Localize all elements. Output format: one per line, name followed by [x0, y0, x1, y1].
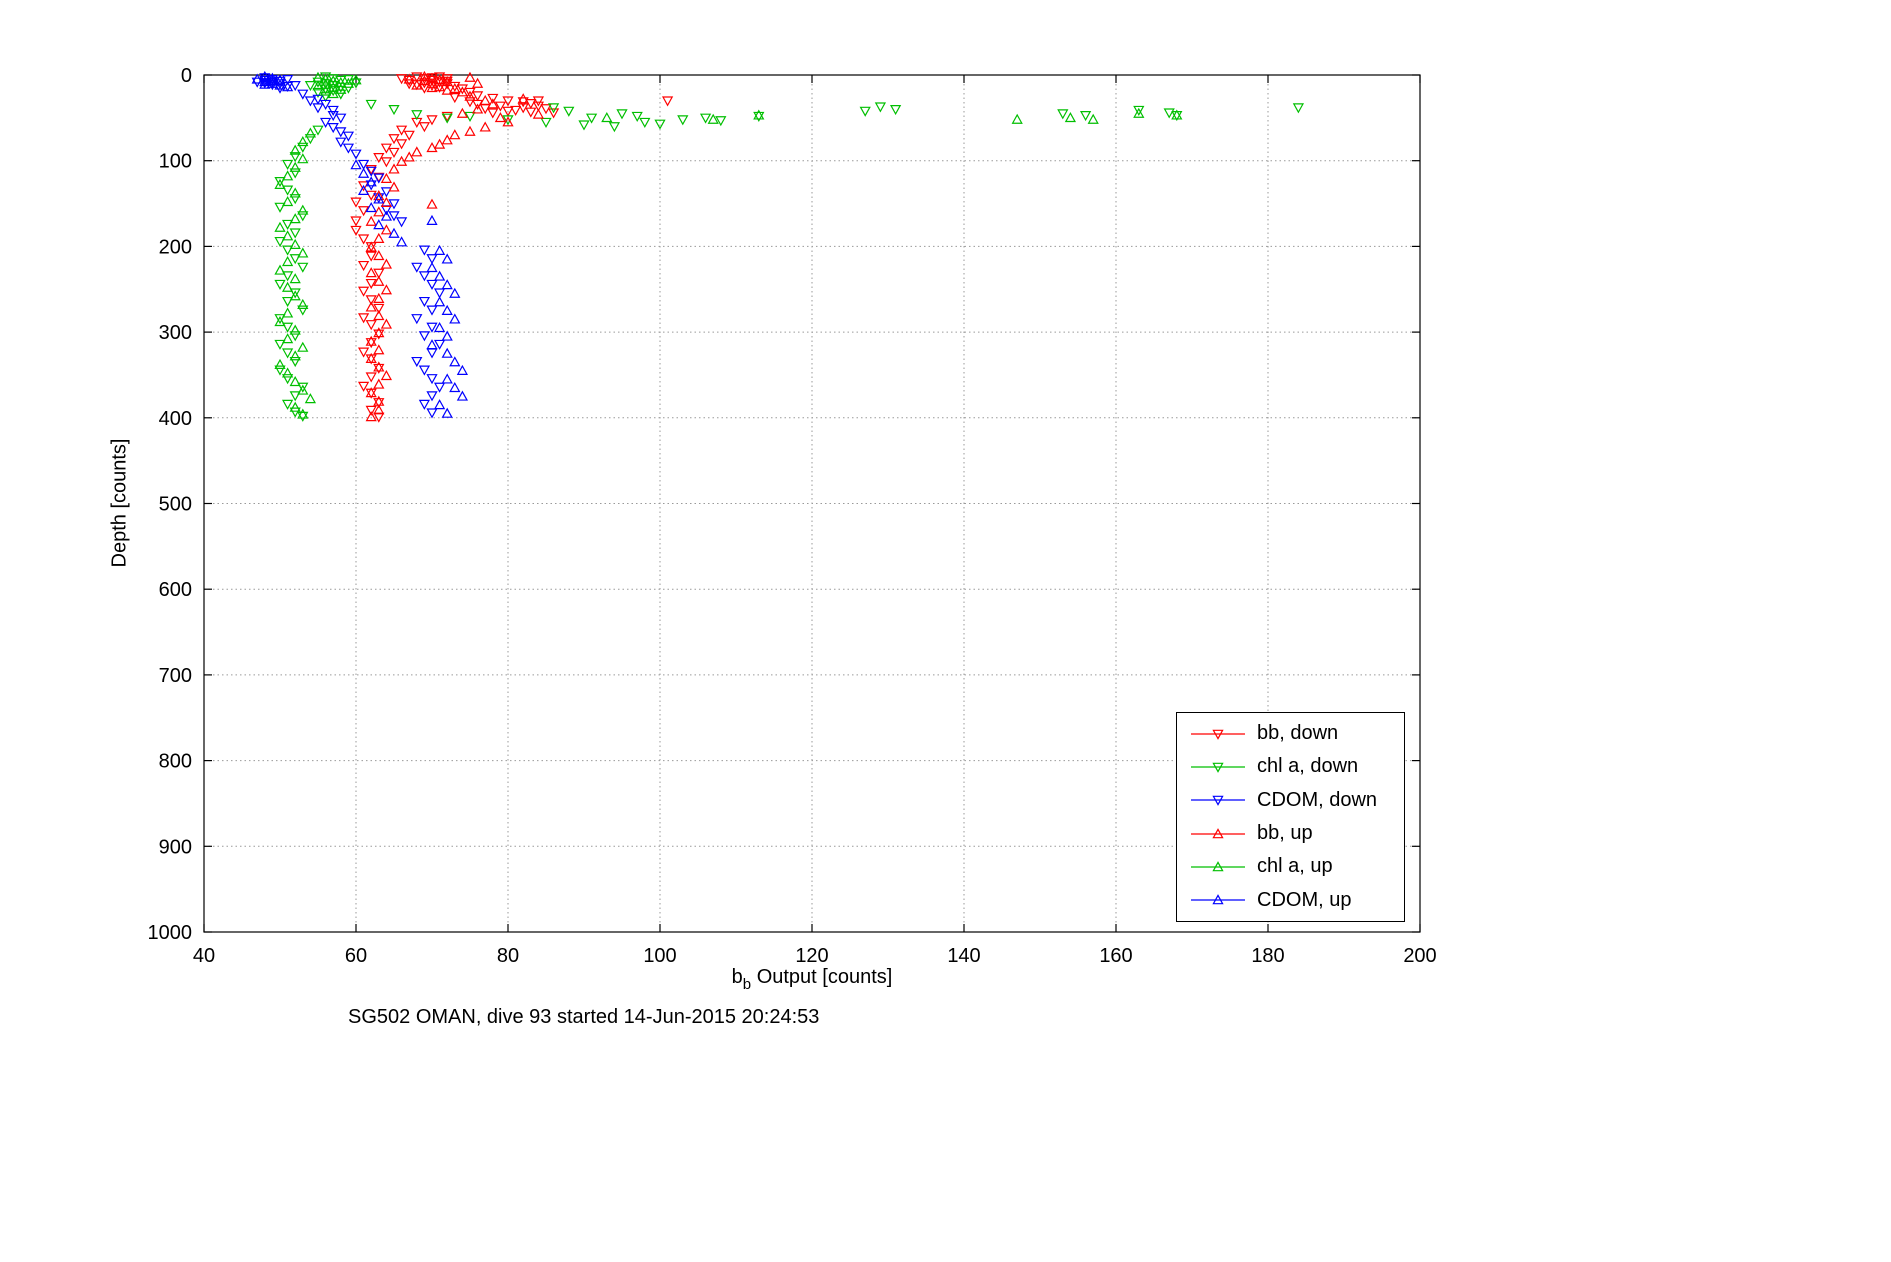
- svg-text:500: 500: [159, 494, 192, 516]
- svg-text:200: 200: [1403, 945, 1436, 967]
- legend-label: chl a, up: [1257, 855, 1333, 878]
- svg-text:180: 180: [1251, 945, 1284, 967]
- legend-label: chl a, down: [1257, 755, 1359, 778]
- x-axis-label-main: b: [731, 966, 743, 988]
- legend-marker-icon: [1191, 861, 1245, 872]
- x-axis-label-rest: Output [counts]: [751, 966, 893, 988]
- svg-text:300: 300: [159, 322, 192, 344]
- x-axis-label: bb Output [counts]: [732, 966, 893, 993]
- series-chl-a-down: [274, 72, 1305, 422]
- svg-text:100: 100: [159, 151, 192, 173]
- legend-label: CDOM, down: [1257, 788, 1378, 811]
- legend: bb, down chl a, down CDOM, down bb, up c…: [1176, 712, 1405, 922]
- legend-marker-icon: [1191, 729, 1245, 740]
- y-axis-label: Depth [counts]: [108, 438, 131, 568]
- svg-text:80: 80: [497, 945, 519, 967]
- svg-text:120: 120: [795, 945, 828, 967]
- svg-text:900: 900: [159, 836, 192, 858]
- legend-entry-bb-down: bb, down: [1177, 722, 1404, 745]
- figure-caption: SG502 OMAN, dive 93 started 14-Jun-2015 …: [348, 1006, 820, 1028]
- svg-text:600: 600: [159, 579, 192, 601]
- legend-label: bb, up: [1257, 822, 1313, 845]
- legend-label: CDOM, up: [1257, 888, 1352, 911]
- svg-text:800: 800: [159, 751, 192, 773]
- legend-entry-cdom-up: CDOM, up: [1177, 889, 1404, 912]
- svg-text:400: 400: [159, 408, 192, 430]
- legend-marker-icon: [1191, 796, 1245, 807]
- legend-entry-bb-up: bb, up: [1177, 822, 1404, 845]
- legend-marker-icon: [1191, 762, 1245, 773]
- svg-text:100: 100: [643, 945, 676, 967]
- series-bb-down: [350, 72, 674, 423]
- svg-text:0: 0: [181, 65, 192, 87]
- legend-label: bb, down: [1257, 722, 1339, 745]
- legend-entry-chla-up: chl a, up: [1177, 855, 1404, 878]
- svg-text:40: 40: [193, 945, 215, 967]
- series-CDOM-up: [251, 70, 469, 418]
- svg-text:60: 60: [345, 945, 367, 967]
- svg-text:140: 140: [947, 945, 980, 967]
- svg-text:200: 200: [159, 236, 192, 258]
- legend-marker-icon: [1191, 894, 1245, 905]
- svg-text:1000: 1000: [148, 922, 193, 944]
- svg-text:160: 160: [1099, 945, 1132, 967]
- series-chl-a-up: [274, 71, 1183, 419]
- legend-entry-cdom-down: CDOM, down: [1177, 789, 1404, 812]
- svg-text:700: 700: [159, 665, 192, 687]
- legend-marker-icon: [1191, 827, 1245, 838]
- legend-entry-chla-down: chl a, down: [1177, 755, 1404, 778]
- x-axis-label-subscript: b: [742, 976, 752, 993]
- series-bb-up: [365, 70, 545, 422]
